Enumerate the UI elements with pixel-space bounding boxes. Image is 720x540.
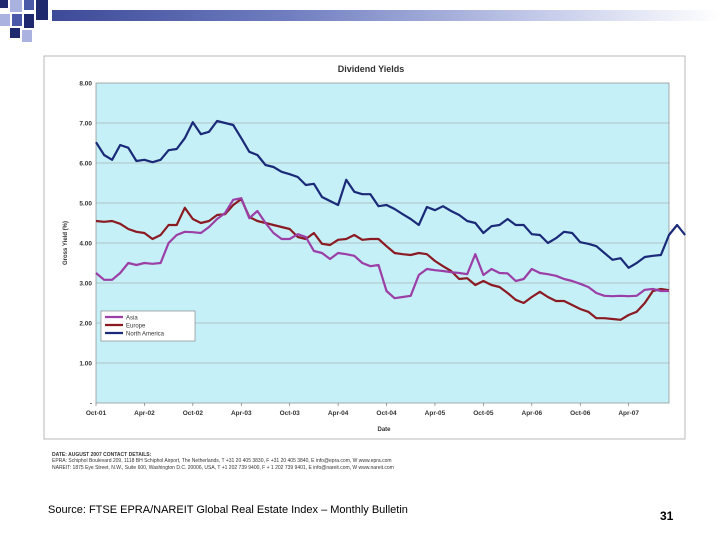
x-tick-label: Apr-05 [425, 410, 446, 417]
y-tick-label: 1.00 [79, 361, 92, 368]
chart-title: Dividend Yields [338, 64, 405, 74]
y-tick-label: 8.00 [79, 81, 92, 88]
decorative-square [10, 0, 22, 12]
x-tick-label: Apr-04 [328, 410, 349, 417]
x-tick-label: Oct-02 [183, 410, 204, 417]
source-note: Source: FTSE EPRA/NAREIT Global Real Est… [48, 504, 408, 516]
contact-line-nareit: NAREIT: 1875 Eye Street, N.W., Suite 600… [52, 464, 394, 471]
y-tick-label: 2.00 [79, 321, 92, 328]
decorative-square [22, 30, 32, 42]
contact-header: DATE: AUGUST 2007 CONTACT DETAILS: [52, 452, 152, 458]
x-tick-label: Apr-02 [134, 410, 155, 417]
decorative-square [36, 0, 48, 20]
legend: Asia Europe North America [100, 310, 196, 342]
decorative-square [0, 14, 10, 26]
y-tick-label: 3.00 [79, 281, 92, 288]
y-tick-label: 6.00 [79, 161, 92, 168]
series-line-north-america [95, 119, 686, 269]
decorative-square [0, 0, 8, 8]
decorative-square [12, 14, 22, 26]
y-axis-label: Gross Yield (%) [63, 221, 69, 265]
y-tick-label: 7.00 [79, 121, 92, 128]
x-tick-label: Apr-03 [231, 410, 252, 417]
y-tick-label: - [90, 401, 92, 408]
x-tick-label: Oct-04 [376, 410, 397, 417]
legend-label: Asia [126, 315, 138, 321]
x-tick-label: Oct-03 [280, 410, 301, 417]
legend-label: North America [126, 331, 165, 337]
legend-label: Europe [126, 323, 146, 329]
x-tick-label: Oct-05 [473, 410, 494, 417]
series-line-asia [95, 197, 669, 300]
contact-details: DATE: AUGUST 2007 CONTACT DETAILS: EPRA:… [52, 452, 652, 471]
series-line-europe [95, 197, 670, 321]
x-tick-label: Oct-06 [570, 410, 591, 417]
x-axis-label: Date [377, 427, 391, 433]
y-tick-label: 4.00 [79, 241, 92, 248]
x-tick-label: Apr-06 [522, 410, 543, 417]
contact-line-epra: EPRA: Schiphol Boulevard 209, 1118 BH Sc… [52, 458, 392, 465]
title-gradient-bar [52, 10, 720, 21]
x-tick-label: Apr-07 [618, 410, 639, 417]
page-number: 31 [660, 509, 674, 523]
x-tick-label: Oct-01 [86, 410, 107, 417]
decorative-square [10, 28, 20, 38]
decorative-square [24, 0, 34, 10]
decorative-square [24, 14, 34, 28]
y-tick-label: 5.00 [79, 201, 92, 208]
